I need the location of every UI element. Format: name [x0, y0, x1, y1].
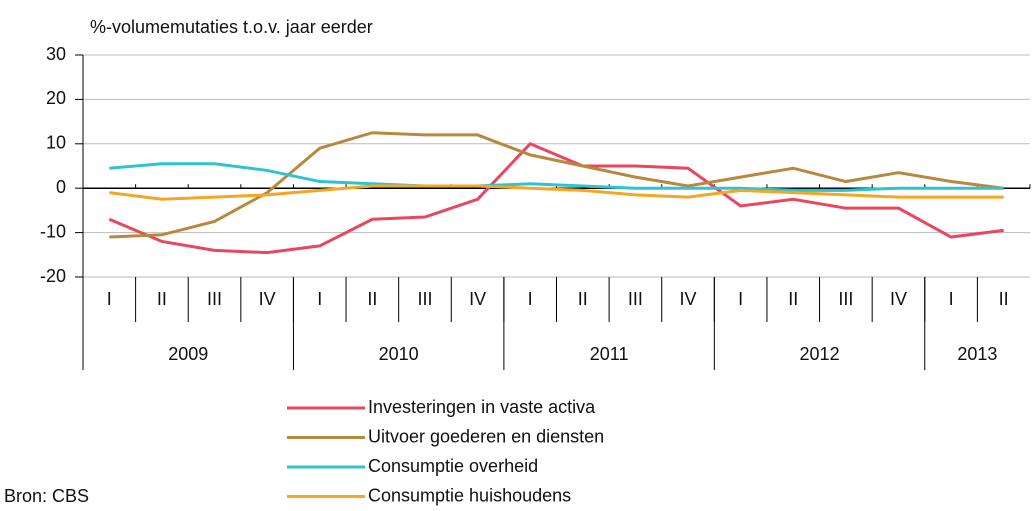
- x-tick-label: II: [788, 289, 798, 309]
- x-tick-label: II: [999, 289, 1009, 309]
- series-line: [109, 131, 1004, 239]
- x-tick-label: II: [157, 289, 167, 309]
- x-tick-label: I: [738, 289, 743, 309]
- source: Bron: CBS: [4, 486, 89, 506]
- x-tick-label: I: [528, 289, 533, 309]
- group-label: 2010: [379, 344, 419, 364]
- y-tick-label: 0: [56, 177, 66, 197]
- x-tick-label: I: [949, 289, 954, 309]
- y-tick-label: 20: [46, 88, 66, 108]
- x-tick-label: I: [107, 289, 112, 309]
- group-label: 2012: [800, 344, 840, 364]
- chart-title: %-volumemutaties t.o.v. jaar eerder: [90, 17, 373, 37]
- legend-label: Consumptie overheid: [368, 456, 538, 476]
- group-label: 2011: [590, 344, 629, 364]
- x-tick-label: II: [367, 289, 377, 309]
- y-tick-label: -10: [40, 221, 66, 241]
- x-tick-label: IV: [259, 289, 276, 309]
- series-line: [109, 162, 1004, 192]
- group-label: 2009: [168, 344, 208, 364]
- y-tick-label: -20: [40, 266, 66, 286]
- group-label: 2013: [957, 344, 997, 364]
- series-line: [108, 142, 1004, 255]
- series-line: [109, 184, 1004, 201]
- x-tick-label: IV: [890, 289, 907, 309]
- x-tick-label: IV: [469, 289, 486, 309]
- x-tick-label: III: [417, 289, 432, 309]
- y-tick-label: 10: [46, 133, 66, 153]
- x-tick-label: IV: [680, 289, 697, 309]
- legend-label: Consumptie huishoudens: [368, 485, 571, 505]
- x-tick-label: I: [317, 289, 322, 309]
- x-tick-label: III: [207, 289, 222, 309]
- legend-label: Investeringen in vaste activa: [368, 397, 596, 417]
- x-tick-label: II: [578, 289, 588, 309]
- legend-label: Uitvoer goederen en diensten: [368, 426, 604, 446]
- x-tick-label: III: [628, 289, 643, 309]
- x-tick-label: III: [838, 289, 853, 309]
- y-tick-label: 30: [46, 44, 66, 64]
